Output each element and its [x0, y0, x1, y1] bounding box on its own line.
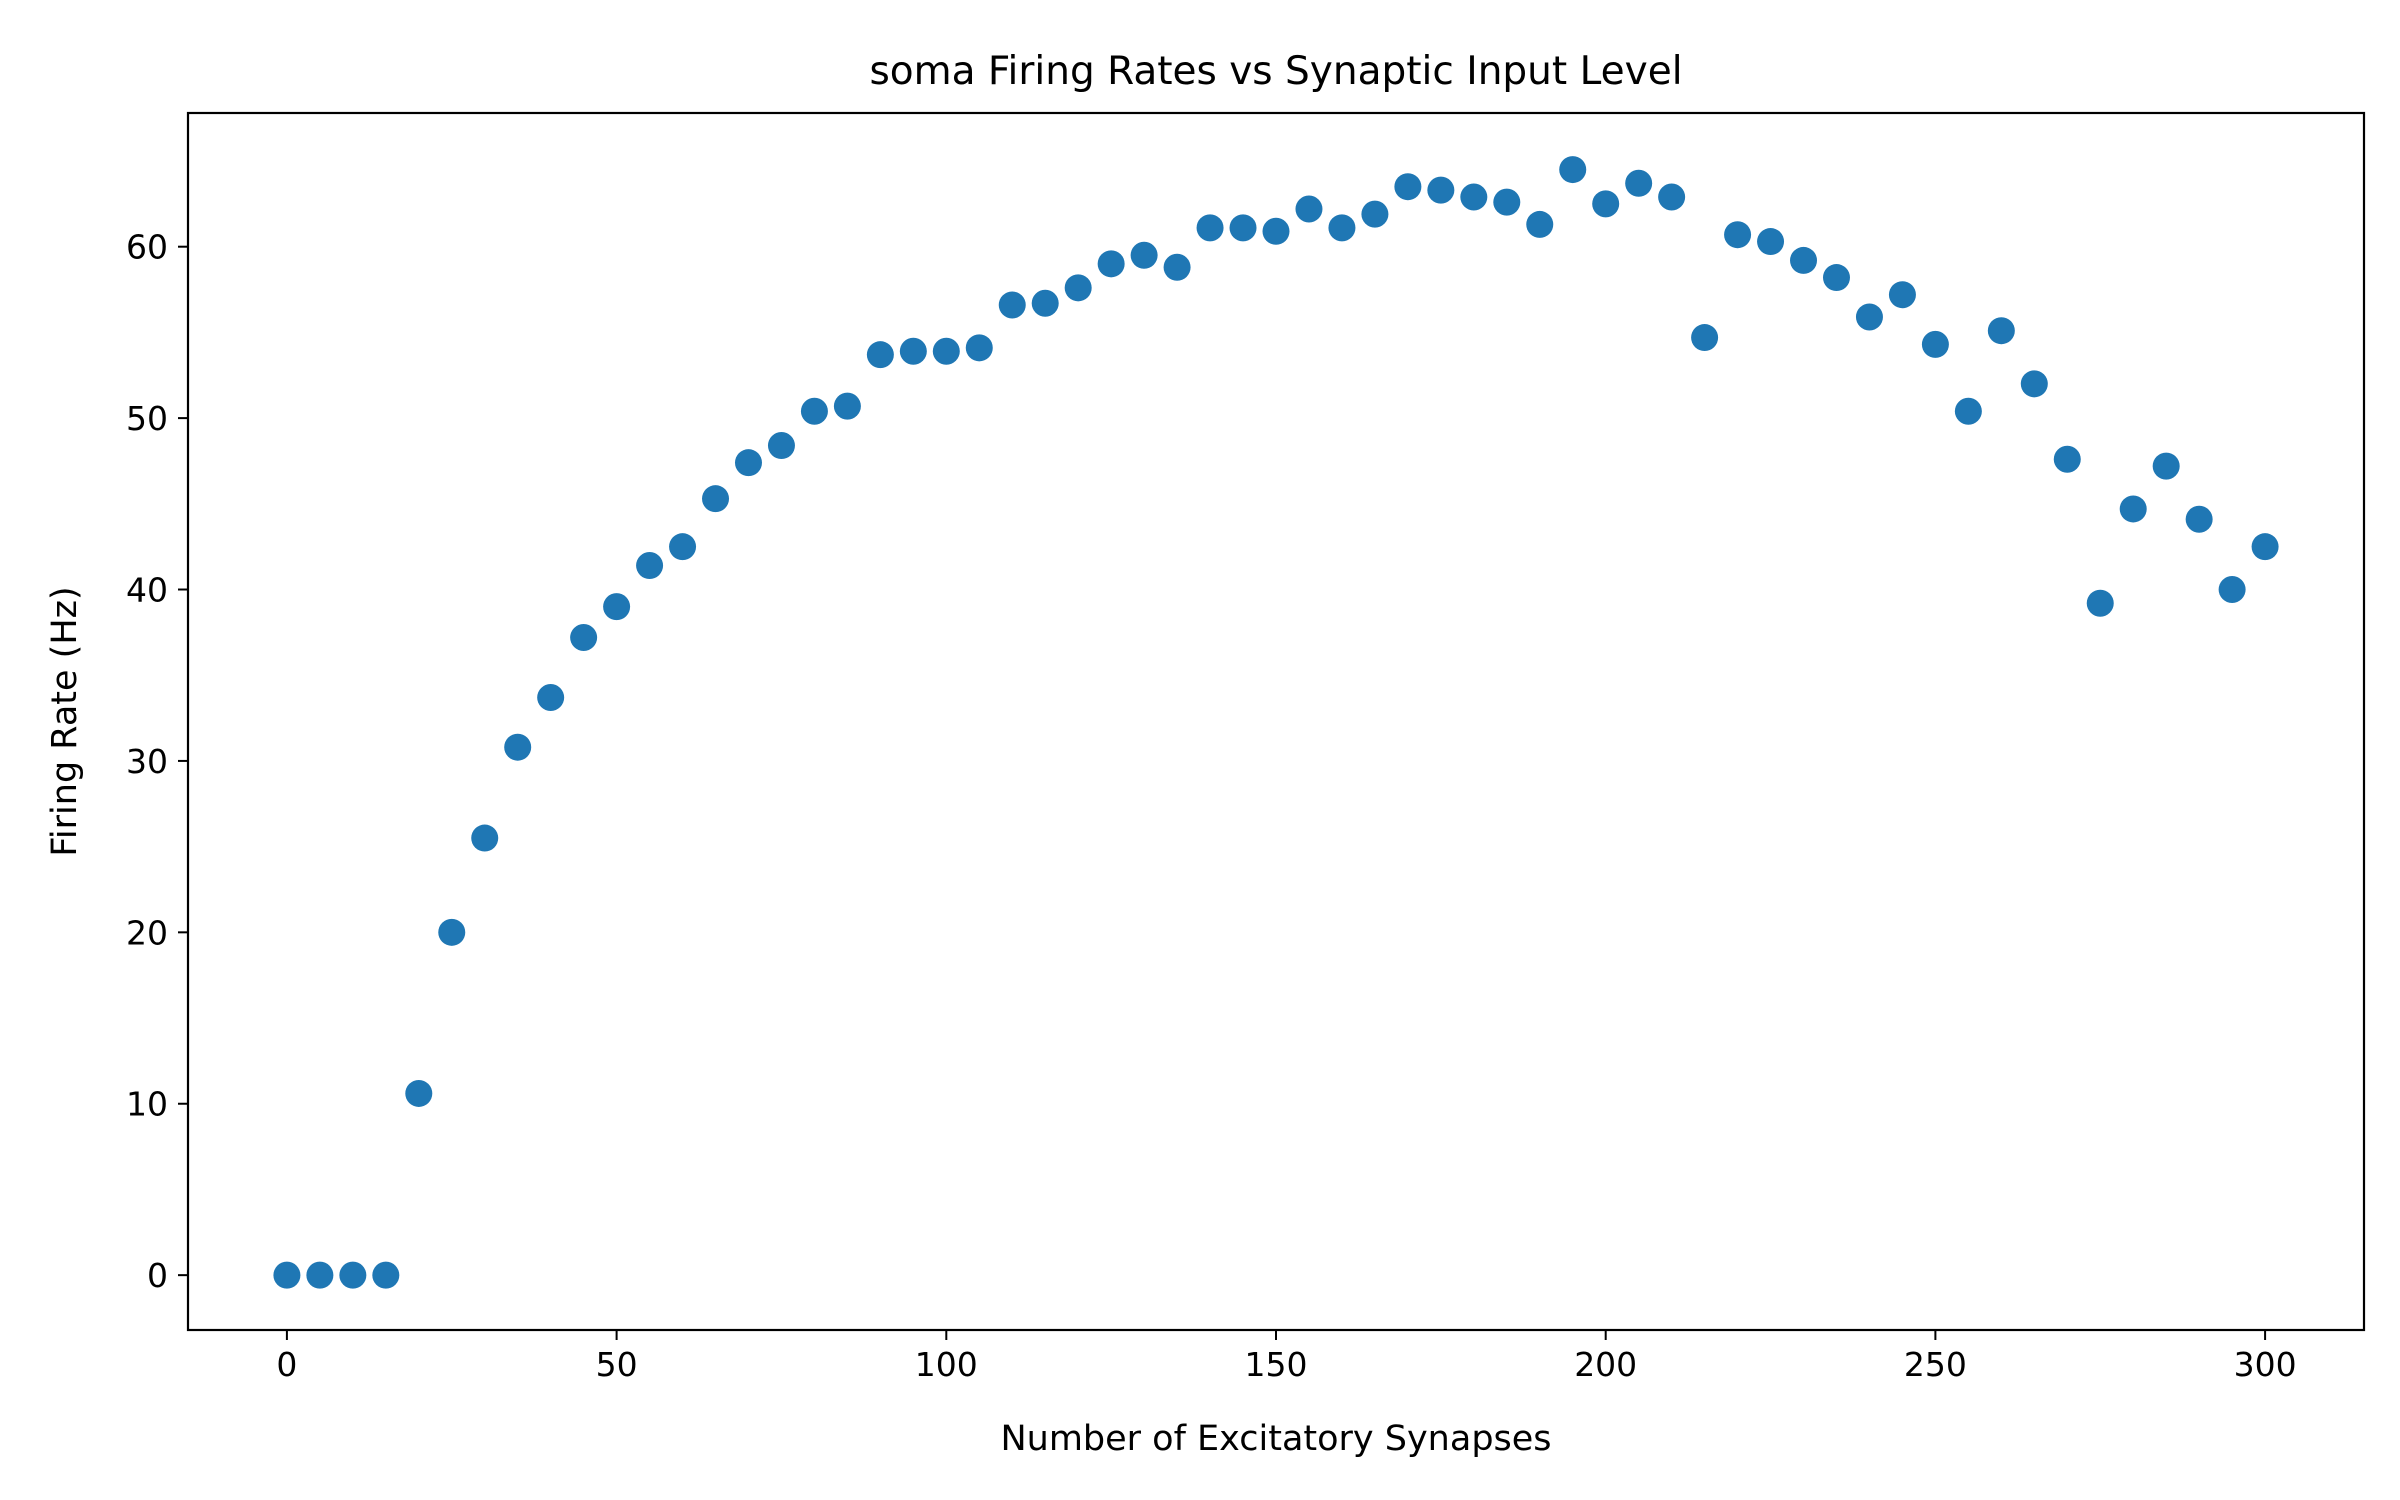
scatter-point-27 — [1163, 253, 1191, 281]
scatter-point-54 — [2053, 445, 2081, 473]
y-tick-label-20: 20 — [126, 913, 168, 952]
scatter-point-12 — [669, 533, 697, 561]
scatter-point-30 — [1262, 217, 1290, 245]
scatter-point-51 — [1954, 397, 1982, 425]
scatter-point-10 — [603, 593, 631, 621]
x-tick-label-150: 150 — [1245, 1345, 1308, 1384]
scatter-point-1 — [306, 1261, 334, 1289]
scatter-point-4 — [405, 1079, 433, 1107]
scatter-point-21 — [965, 334, 993, 362]
y-tick-label-50: 50 — [126, 399, 168, 438]
scatter-point-53 — [2020, 370, 2048, 398]
scatter-point-40 — [1592, 190, 1620, 218]
scatter-point-52 — [1987, 317, 2015, 345]
scatter-point-60 — [2251, 533, 2279, 561]
x-tick-label-0: 0 — [276, 1345, 297, 1384]
scatter-point-9 — [570, 624, 598, 652]
scatter-point-23 — [1031, 289, 1059, 317]
scatter-point-26 — [1130, 241, 1158, 269]
scatter-point-15 — [767, 432, 795, 460]
plot-area-frame — [186, 111, 2366, 1332]
scatter-point-5 — [438, 918, 466, 946]
scatter-point-38 — [1526, 210, 1554, 238]
scatter-point-25 — [1097, 250, 1125, 278]
scatter-point-11 — [636, 552, 664, 580]
scatter-point-18 — [866, 341, 894, 369]
scatter-point-39 — [1559, 156, 1587, 184]
scatter-point-33 — [1361, 200, 1389, 228]
scatter-point-35 — [1427, 176, 1455, 204]
y-tick-label-60: 60 — [126, 228, 168, 267]
scatter-point-49 — [1888, 281, 1916, 309]
scatter-point-43 — [1691, 324, 1719, 352]
x-tick-label-250: 250 — [1904, 1345, 1967, 1384]
scatter-point-56 — [2119, 495, 2147, 523]
scatter-point-55 — [2086, 589, 2114, 617]
scatter-point-8 — [537, 684, 565, 712]
scatter-point-24 — [1064, 274, 1092, 302]
y-tick-label-30: 30 — [126, 742, 168, 781]
scatter-point-58 — [2185, 505, 2213, 533]
scatter-point-13 — [702, 485, 730, 513]
scatter-point-57 — [2152, 452, 2180, 480]
scatter-point-37 — [1493, 188, 1521, 216]
x-tick-label-300: 300 — [2234, 1345, 2297, 1384]
scatter-point-32 — [1328, 214, 1356, 242]
scatter-point-0 — [273, 1261, 301, 1289]
x-axis-label: Number of Excitatory Synapses — [1000, 1419, 1551, 1459]
scatter-points — [273, 156, 2279, 1289]
scatter-point-41 — [1625, 169, 1653, 197]
y-axis-label: Firing Rate (Hz) — [45, 586, 85, 856]
scatter-point-19 — [899, 337, 927, 365]
x-tick-label-50: 50 — [596, 1345, 638, 1384]
scatter-point-29 — [1229, 214, 1257, 242]
scatter-point-34 — [1394, 173, 1422, 201]
scatter-point-46 — [1790, 246, 1818, 274]
y-axis-ticks: 0 10 20 30 40 50 60 — [126, 228, 188, 1295]
scatter-point-42 — [1658, 183, 1686, 211]
scatter-point-45 — [1757, 228, 1785, 256]
scatter-point-14 — [734, 449, 762, 477]
x-axis-ticks: 0 50 100 150 200 250 300 — [276, 1330, 2297, 1384]
scatter-point-47 — [1822, 264, 1850, 292]
scatter-point-44 — [1724, 221, 1752, 249]
scatter-point-48 — [1855, 303, 1883, 331]
scatter-point-7 — [504, 733, 532, 761]
y-tick-label-0: 0 — [147, 1256, 168, 1295]
scatter-point-6 — [471, 824, 499, 852]
scatter-point-31 — [1295, 195, 1323, 223]
scatter-point-22 — [998, 291, 1026, 319]
scatter-point-59 — [2218, 576, 2246, 604]
scatter-point-36 — [1460, 183, 1488, 211]
scatter-point-2 — [339, 1261, 367, 1289]
scatter-point-20 — [932, 337, 960, 365]
scatter-point-16 — [800, 397, 828, 425]
x-tick-label-200: 200 — [1574, 1345, 1637, 1384]
x-tick-label-100: 100 — [915, 1345, 978, 1384]
scatter-point-3 — [372, 1261, 400, 1289]
chart-title: soma Firing Rates vs Synaptic Input Leve… — [869, 49, 1682, 94]
scatter-point-17 — [833, 392, 861, 420]
y-tick-label-40: 40 — [126, 571, 168, 610]
scatter-point-50 — [1921, 330, 1949, 358]
scatter-point-28 — [1196, 214, 1224, 242]
y-tick-label-10: 10 — [126, 1085, 168, 1124]
